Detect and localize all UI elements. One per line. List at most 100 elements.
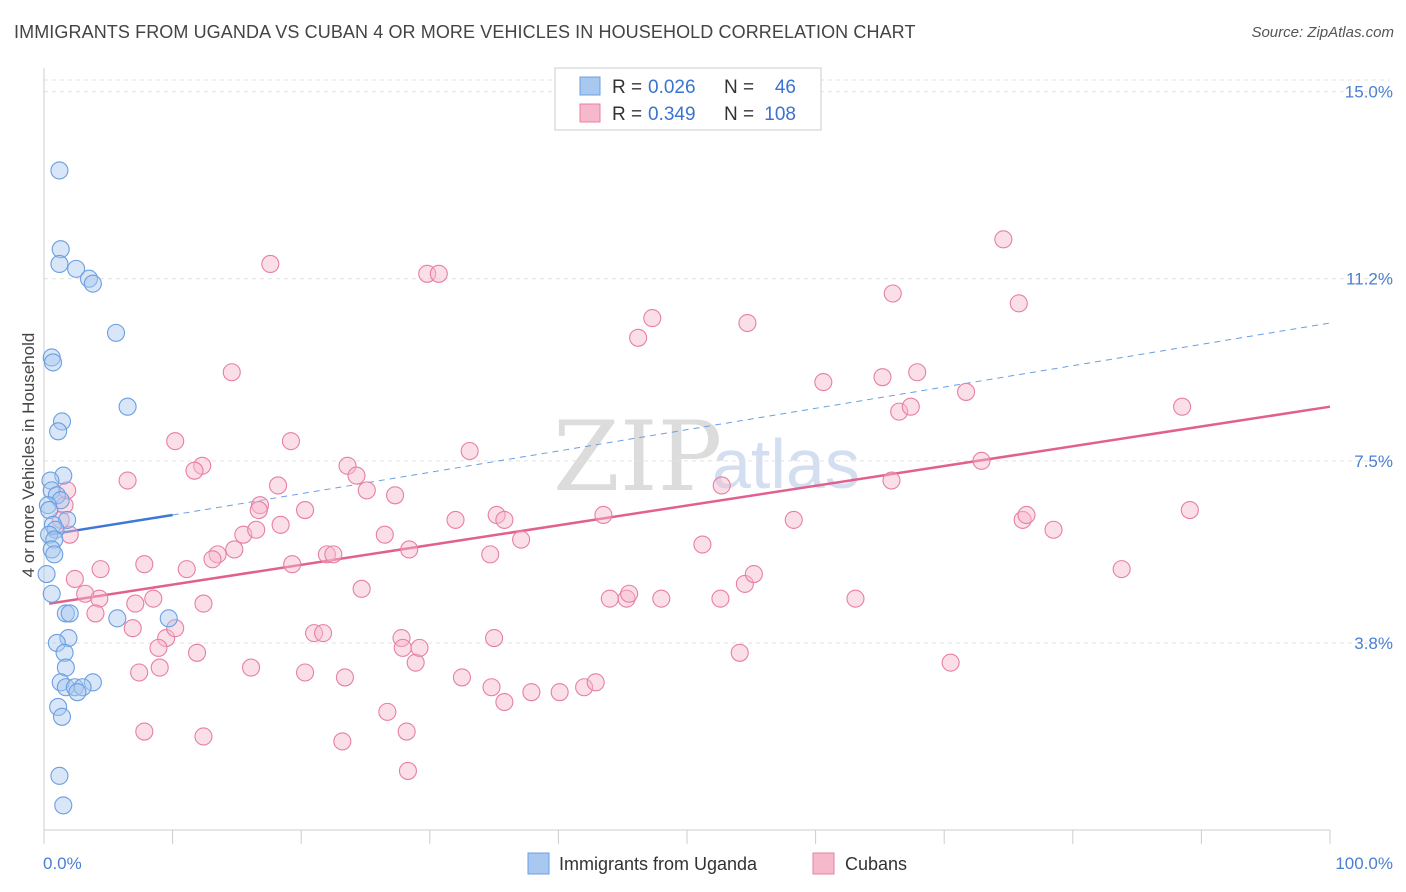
- data-point-cubans: [393, 638, 412, 657]
- data-point-cubans: [392, 628, 411, 648]
- data-point-uganda: [68, 683, 87, 702]
- legend-r-value-uganda: 0.026: [648, 77, 696, 98]
- data-point-cubans: [784, 510, 803, 529]
- source-credit: Source: ZipAtlas.com: [1251, 24, 1394, 41]
- data-point-uganda: [40, 501, 59, 520]
- data-point-cubans: [249, 501, 268, 520]
- data-point-cubans: [712, 476, 731, 495]
- data-point-cubans: [398, 761, 417, 780]
- data-point-uganda: [83, 673, 102, 692]
- data-point-uganda: [83, 274, 102, 293]
- data-point-cubans: [594, 505, 613, 525]
- data-point-cubans: [446, 510, 465, 529]
- data-point-cubans: [1180, 501, 1199, 520]
- data-point-cubans: [296, 501, 315, 520]
- data-point-uganda: [67, 259, 86, 278]
- data-point-uganda: [60, 604, 79, 623]
- data-point-cubans: [890, 402, 909, 421]
- data-point-uganda: [40, 525, 59, 544]
- data-point-uganda: [108, 609, 127, 628]
- data-point-cubans: [586, 673, 605, 692]
- data-point-cubans: [90, 589, 109, 608]
- data-point-cubans: [166, 432, 185, 451]
- data-point-cubans: [512, 530, 531, 549]
- series-label-cubans: Cubans: [845, 854, 907, 874]
- data-point-cubans: [620, 584, 639, 603]
- data-point-uganda: [42, 584, 61, 603]
- data-point-uganda: [50, 766, 69, 785]
- data-point-cubans: [735, 574, 754, 593]
- data-point-cubans: [296, 663, 315, 682]
- trend-line-uganda: [48, 513, 173, 536]
- data-points: [37, 161, 1199, 815]
- data-point-cubans: [429, 264, 448, 283]
- data-point-uganda: [47, 633, 66, 653]
- data-point-cubans: [629, 328, 648, 347]
- data-point-cubans: [522, 683, 541, 702]
- data-point-cubans: [281, 432, 300, 451]
- data-point-cubans: [957, 382, 976, 401]
- stats-legend: R = 0.026 N = 46 R = 0.349 N = 108: [554, 67, 822, 131]
- data-point-cubans: [1044, 520, 1063, 539]
- trend-line-cubans: [48, 405, 1331, 605]
- series-legend: Immigrants from Uganda Cubans: [527, 852, 907, 875]
- data-point-cubans: [150, 658, 169, 677]
- data-point-cubans: [1112, 560, 1131, 579]
- legend-n-value-uganda: 46: [775, 77, 796, 98]
- data-point-cubans: [247, 520, 266, 539]
- data-point-cubans: [130, 663, 149, 682]
- data-point-cubans: [1173, 397, 1192, 416]
- data-point-cubans: [177, 560, 196, 579]
- data-point-cubans: [711, 589, 730, 608]
- data-point-cubans: [324, 545, 343, 564]
- data-point-cubans: [481, 545, 500, 564]
- data-point-uganda: [51, 240, 70, 259]
- data-point-cubans: [123, 619, 142, 638]
- x-tick-min: 0.0%: [43, 854, 82, 873]
- data-point-cubans: [378, 702, 397, 721]
- legend-swatch-cubans: [579, 103, 601, 123]
- data-point-cubans: [460, 441, 479, 461]
- gridlines: [44, 79, 1390, 644]
- data-point-uganda: [58, 510, 77, 529]
- data-point-cubans: [241, 658, 261, 677]
- data-point-uganda: [118, 397, 137, 416]
- y-tick-label: 15.0%: [1345, 83, 1393, 102]
- data-point-cubans: [314, 624, 333, 643]
- y-tick-label: 11.2%: [1346, 270, 1393, 289]
- data-point-cubans: [269, 476, 288, 495]
- data-point-cubans: [271, 515, 290, 534]
- data-point-cubans: [352, 579, 371, 598]
- data-point-uganda: [37, 565, 56, 584]
- data-point-cubans: [873, 368, 892, 387]
- data-point-cubans: [149, 638, 168, 657]
- data-point-uganda: [49, 697, 68, 716]
- data-point-cubans: [76, 584, 95, 603]
- data-point-cubans: [335, 668, 354, 687]
- data-point-uganda: [50, 254, 69, 274]
- data-point-cubans: [225, 540, 244, 559]
- data-point-cubans: [738, 313, 757, 333]
- data-point-uganda: [56, 604, 75, 623]
- data-point-cubans: [575, 678, 594, 697]
- data-point-uganda: [52, 412, 72, 431]
- series-swatch-uganda: [527, 852, 550, 875]
- data-point-cubans: [317, 545, 336, 564]
- legend-swatch-uganda: [579, 76, 601, 96]
- data-point-cubans: [386, 486, 405, 505]
- data-point-cubans: [194, 727, 213, 746]
- data-point-cubans: [333, 732, 352, 751]
- data-point-cubans: [135, 722, 154, 741]
- data-point-uganda: [59, 628, 78, 648]
- data-point-cubans: [283, 555, 302, 574]
- data-point-cubans: [600, 589, 619, 608]
- data-point-cubans: [972, 451, 991, 470]
- legend-n-label-cubans: N =: [724, 104, 754, 125]
- data-point-cubans: [144, 589, 163, 608]
- legend-n-value-cubans: 108: [764, 104, 796, 125]
- data-point-cubans: [187, 643, 207, 662]
- data-point-cubans: [86, 604, 105, 623]
- data-point-cubans: [1017, 505, 1036, 525]
- data-point-cubans: [347, 466, 366, 485]
- data-point-cubans: [485, 628, 504, 648]
